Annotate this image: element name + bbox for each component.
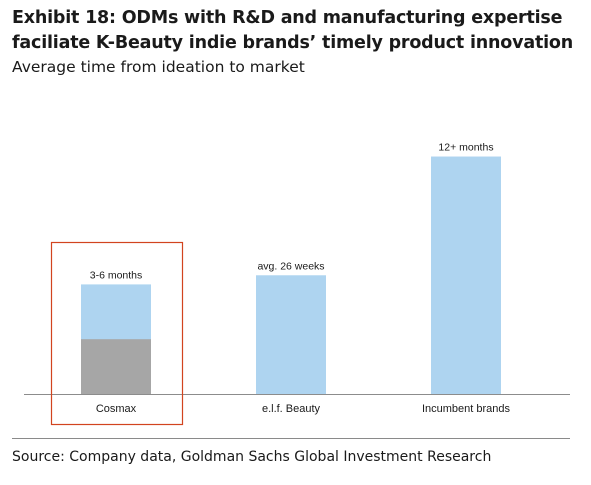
category-label-e-l-f-beauty: e.l.f. Beauty [262,403,321,415]
chart-title: Exhibit 18: ODMs with R&D and manufactur… [12,8,573,53]
bar-segment-cosmax [81,339,151,394]
source-note: Source: Company data, Goldman Sachs Glob… [12,449,492,465]
bar-incumbent-brands [431,156,501,394]
category-label-cosmax: Cosmax [96,403,137,415]
bar-e-l-f-beauty [256,275,326,394]
data-label-cosmax: 3-6 months [90,269,143,281]
chart-subtitle: Average time from ideation to market [12,58,305,76]
data-label-e-l-f-beauty: avg. 26 weeks [257,260,324,272]
category-label-incumbent-brands: Incumbent brands [422,403,511,415]
highlight-box-cosmax [50,241,184,426]
data-label-incumbent-brands: 12+ months [438,142,493,154]
source-divider [12,438,570,439]
